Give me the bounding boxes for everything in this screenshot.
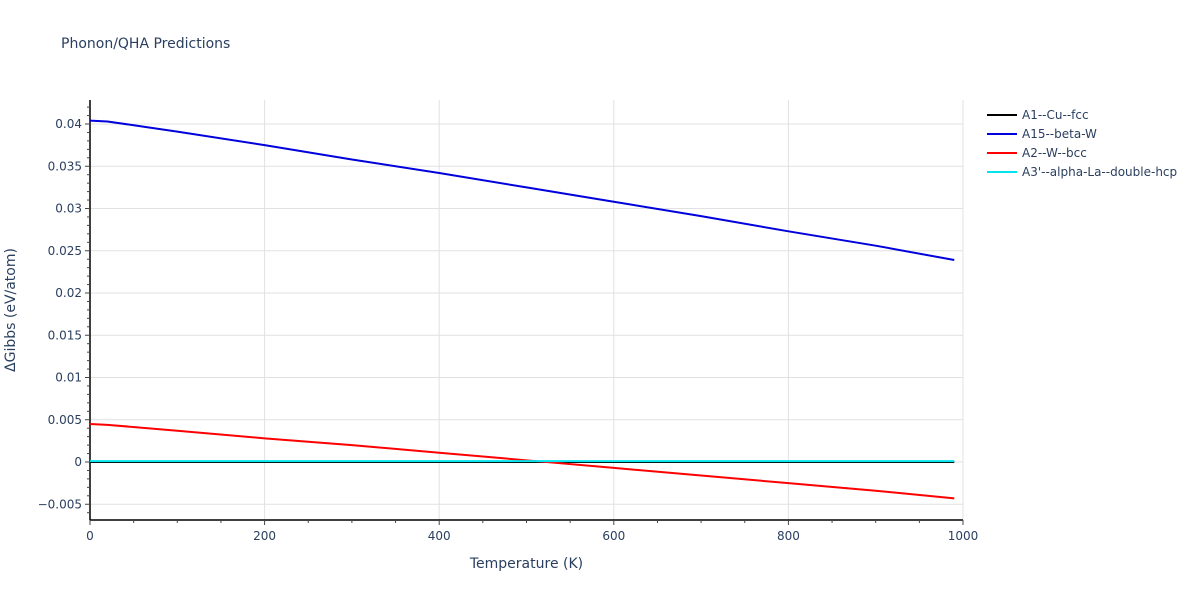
- legend-item[interactable]: A1--Cu--fcc: [987, 105, 1177, 124]
- y-tick-label: 0.035: [48, 159, 82, 173]
- x-tick-label: 0: [86, 529, 94, 543]
- legend-swatch-icon: [987, 113, 1017, 116]
- x-tick-label: 1000: [948, 529, 979, 543]
- y-tick-label: 0: [74, 455, 82, 469]
- legend-label: A1--Cu--fcc: [1022, 107, 1089, 122]
- y-tick-label: 0.015: [48, 328, 82, 342]
- legend-label: A15--beta-W: [1022, 126, 1097, 141]
- legend-item[interactable]: A2--W--bcc: [987, 143, 1177, 162]
- y-tick-label: 0.04: [55, 117, 82, 131]
- y-axis-title: ΔGibbs (eV/atom): [3, 248, 19, 372]
- legend-item[interactable]: A15--beta-W: [987, 124, 1177, 143]
- y-tick-label: −0.005: [38, 497, 82, 511]
- y-tick-label: 0.025: [48, 244, 82, 258]
- y-tick-label: 0.01: [55, 371, 82, 385]
- x-tick-label: 800: [777, 529, 800, 543]
- y-tick-label: 0.03: [55, 202, 82, 216]
- chart-title: Phonon/QHA Predictions: [61, 36, 231, 52]
- series-line[interactable]: [89, 119, 955, 262]
- x-tick-label: 600: [602, 529, 625, 543]
- y-tick-label: 0.005: [48, 413, 82, 427]
- legend-label: A2--W--bcc: [1022, 145, 1087, 160]
- x-tick-label: 200: [253, 529, 276, 543]
- y-tick-label: 0.02: [55, 286, 82, 300]
- legend-swatch-icon: [987, 132, 1017, 135]
- x-axis-title: Temperature (K): [469, 556, 583, 572]
- legend-swatch-icon: [987, 151, 1017, 154]
- legend: A1--Cu--fcc A15--beta-W A2--W--bcc A3'--alp…: [987, 105, 1177, 181]
- legend-label: A3'--alpha-La--double-hcp: [1022, 164, 1178, 179]
- legend-swatch-icon: [987, 170, 1017, 173]
- legend-item[interactable]: A3'--alpha-La--double-hcp: [987, 162, 1177, 181]
- series-line[interactable]: [89, 422, 955, 500]
- x-tick-label: 400: [428, 529, 451, 543]
